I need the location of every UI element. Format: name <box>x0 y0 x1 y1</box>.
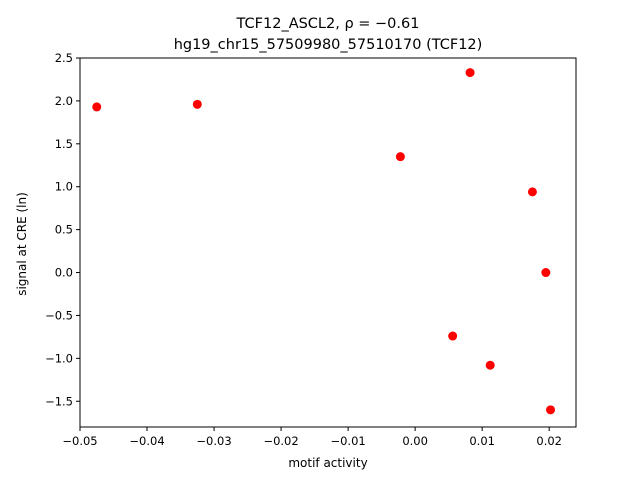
data-point <box>465 68 475 78</box>
x-axis-label: motif activity <box>288 456 367 470</box>
x-tick-label: 0.01 <box>469 434 495 448</box>
data-point <box>448 331 458 341</box>
x-tick-label: −0.04 <box>129 434 164 448</box>
x-tick-label: −0.05 <box>62 434 97 448</box>
y-tick-label: 1.0 <box>55 180 73 194</box>
plot-frame <box>79 57 577 428</box>
y-tick-label: −1.5 <box>45 394 73 408</box>
data-point <box>485 360 495 370</box>
y-axis-label: signal at CRE (ln) <box>15 192 29 296</box>
y-tick-label: 2.0 <box>55 94 73 108</box>
chart-title-line2: hg19_chr15_57509980_57510170 (TCF12) <box>174 37 483 53</box>
y-tick-label: 1.5 <box>55 137 73 151</box>
data-point <box>527 187 537 197</box>
y-tick-label: 0.0 <box>55 266 73 280</box>
x-tick-label: 0.02 <box>536 434 562 448</box>
data-point <box>541 268 551 278</box>
data-point <box>546 405 556 415</box>
plot-area: −0.05 −0.04 −0.03 −0.02 −0.01 0.00 0.01 0.02 2.5… <box>45 51 577 448</box>
x-tick-label: 0.00 <box>402 434 428 448</box>
x-tick-label: −0.03 <box>196 434 231 448</box>
x-tick-label: −0.02 <box>263 434 298 448</box>
y-tick-label: −0.5 <box>45 308 73 322</box>
data-point <box>192 99 202 109</box>
x-tick-label: −0.01 <box>330 434 365 448</box>
y-tick-label: −1.0 <box>45 351 73 365</box>
y-tick-label: 2.5 <box>55 51 73 65</box>
y-tick-label: 0.5 <box>55 223 73 237</box>
data-point <box>395 152 405 162</box>
data-point <box>92 102 102 112</box>
chart-title-line1: TCF12_ASCL2, ρ = −0.61 <box>236 16 420 32</box>
